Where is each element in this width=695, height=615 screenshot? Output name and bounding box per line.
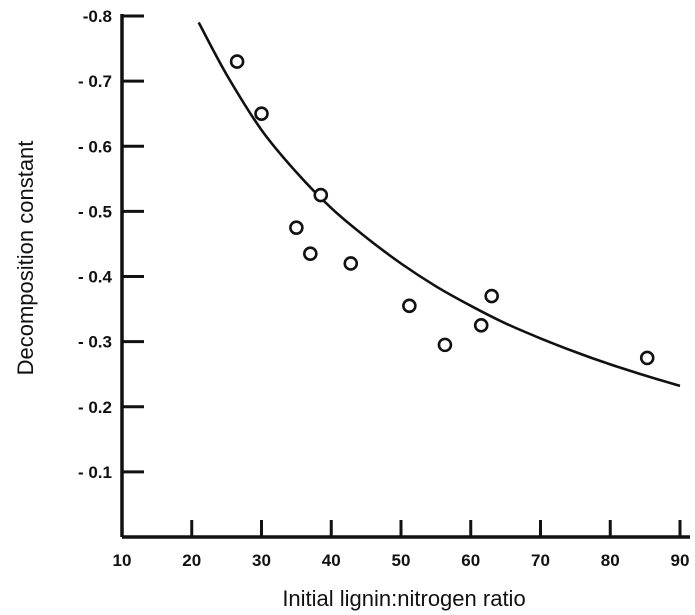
data-point bbox=[484, 288, 499, 304]
y-axis-ticks: - 0.1 - 0.2 - 0.3 - 0.4 - 0.5 - 0.6 - 0.7 -0.8 bbox=[78, 7, 144, 482]
x-tick-label: 40 bbox=[322, 551, 341, 570]
x-tick-label: 30 bbox=[252, 551, 271, 570]
x-axis-ticks: 10 20 30 40 50 60 70 80 90 bbox=[113, 520, 690, 570]
y-tick-label: - 0.3 bbox=[78, 333, 112, 352]
data-point bbox=[303, 246, 318, 262]
x-tick-label: 50 bbox=[392, 551, 411, 570]
fit-curve-layer bbox=[197, 21, 681, 388]
y-axis-title: Decomposition constant bbox=[13, 141, 38, 376]
y-tick-label: - 0.4 bbox=[78, 268, 113, 287]
y-tick-label: - 0.2 bbox=[78, 398, 112, 417]
data-point bbox=[313, 187, 329, 203]
x-tick-label: 90 bbox=[671, 551, 690, 570]
data-point bbox=[343, 256, 359, 271]
y-tick-label: - 0.1 bbox=[78, 463, 112, 482]
y-tick-label: -0.8 bbox=[83, 7, 112, 26]
axes bbox=[120, 14, 690, 539]
x-tick-label: 60 bbox=[461, 551, 480, 570]
x-axis-title: Initial lignin:nitrogen ratio bbox=[282, 586, 525, 611]
data-point bbox=[229, 54, 245, 69]
x-tick-label: 10 bbox=[113, 551, 132, 570]
data-point bbox=[289, 220, 304, 235]
data-point bbox=[402, 298, 417, 314]
x-tick-label: 20 bbox=[182, 551, 201, 570]
fit-curve bbox=[197, 21, 681, 388]
x-tick-label: 70 bbox=[531, 551, 550, 570]
y-tick-label: - 0.6 bbox=[78, 137, 112, 156]
x-tick-label: 80 bbox=[601, 551, 620, 570]
y-tick-label: - 0.7 bbox=[78, 72, 112, 91]
data-point bbox=[437, 337, 453, 353]
data-point bbox=[473, 318, 489, 333]
data-points bbox=[229, 54, 655, 366]
data-point bbox=[254, 106, 269, 121]
data-point bbox=[639, 350, 655, 366]
y-tick-label: - 0.5 bbox=[78, 202, 112, 221]
